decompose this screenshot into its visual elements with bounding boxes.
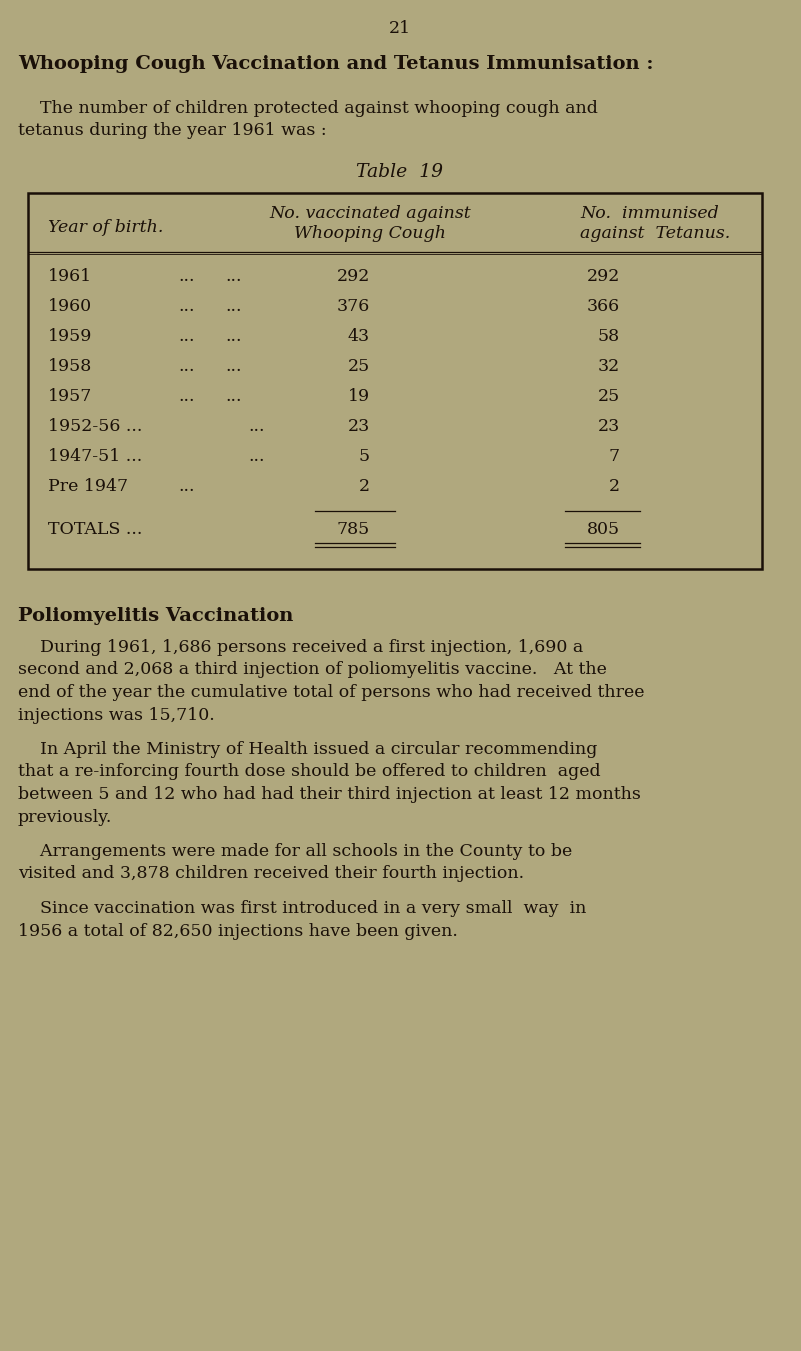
Text: The number of children protected against whooping cough and: The number of children protected against… (18, 100, 598, 118)
Text: 21: 21 (389, 20, 411, 36)
Text: ...: ... (178, 328, 195, 345)
Text: tetanus during the year 1961 was :: tetanus during the year 1961 was : (18, 122, 327, 139)
Text: second and 2,068 a third injection of poliomyelitis vaccine.   At the: second and 2,068 a third injection of po… (18, 662, 607, 678)
Text: Whooping Cough Vaccination and Tetanus Immunisation :: Whooping Cough Vaccination and Tetanus I… (18, 55, 654, 73)
Text: ...: ... (178, 299, 195, 315)
Text: 43: 43 (348, 328, 370, 345)
Text: ...: ... (225, 388, 241, 405)
Text: 1959: 1959 (48, 328, 92, 345)
Text: injections was 15,710.: injections was 15,710. (18, 707, 215, 724)
Text: ...: ... (225, 299, 241, 315)
Text: Arrangements were made for all schools in the County to be: Arrangements were made for all schools i… (18, 843, 572, 861)
Text: 25: 25 (348, 358, 370, 376)
Text: 1952-56 ...: 1952-56 ... (48, 417, 143, 435)
Text: against  Tetanus.: against Tetanus. (580, 226, 731, 242)
Text: ...: ... (178, 388, 195, 405)
Text: 2: 2 (359, 478, 370, 494)
Text: No. vaccinated against: No. vaccinated against (269, 205, 471, 222)
Text: 292: 292 (586, 267, 620, 285)
Text: 2: 2 (609, 478, 620, 494)
Text: 58: 58 (598, 328, 620, 345)
Text: ...: ... (248, 449, 264, 465)
Text: 1956 a total of 82,650 injections have been given.: 1956 a total of 82,650 injections have b… (18, 923, 458, 939)
Text: In April the Ministry of Health issued a circular recommending: In April the Ministry of Health issued a… (18, 740, 598, 758)
Text: ...: ... (178, 358, 195, 376)
Text: 292: 292 (336, 267, 370, 285)
Text: 25: 25 (598, 388, 620, 405)
Text: 1957: 1957 (48, 388, 92, 405)
Text: Whooping Cough: Whooping Cough (294, 226, 446, 242)
Text: between 5 and 12 who had had their third injection at least 12 months: between 5 and 12 who had had their third… (18, 786, 641, 802)
Text: 1947-51 ...: 1947-51 ... (48, 449, 143, 465)
Text: During 1961, 1,686 persons received a first injection, 1,690 a: During 1961, 1,686 persons received a fi… (18, 639, 583, 657)
Text: ...: ... (178, 267, 195, 285)
Text: ...: ... (248, 417, 264, 435)
Text: TOTALS ...: TOTALS ... (48, 521, 143, 538)
Text: No.  immunised: No. immunised (580, 205, 718, 222)
Text: Table  19: Table 19 (356, 163, 444, 181)
Text: end of the year the cumulative total of persons who had received three: end of the year the cumulative total of … (18, 684, 645, 701)
Text: 5: 5 (359, 449, 370, 465)
Text: 23: 23 (348, 417, 370, 435)
Text: Since vaccination was first introduced in a very small  way  in: Since vaccination was first introduced i… (18, 900, 586, 917)
Text: Poliomyelitis Vaccination: Poliomyelitis Vaccination (18, 607, 293, 626)
Text: ...: ... (225, 267, 241, 285)
Text: 23: 23 (598, 417, 620, 435)
Text: Pre 1947: Pre 1947 (48, 478, 128, 494)
Text: 366: 366 (587, 299, 620, 315)
Text: 19: 19 (348, 388, 370, 405)
Text: 785: 785 (336, 521, 370, 538)
Text: visited and 3,878 children received their fourth injection.: visited and 3,878 children received thei… (18, 866, 524, 882)
Text: 805: 805 (587, 521, 620, 538)
Text: 1960: 1960 (48, 299, 92, 315)
Text: 376: 376 (336, 299, 370, 315)
Text: previously.: previously. (18, 808, 112, 825)
Text: Year of birth.: Year of birth. (48, 219, 163, 236)
Text: that a re-inforcing fourth dose should be offered to children  aged: that a re-inforcing fourth dose should b… (18, 763, 601, 781)
Text: 7: 7 (609, 449, 620, 465)
Text: ...: ... (225, 358, 241, 376)
Text: 32: 32 (598, 358, 620, 376)
Text: ...: ... (178, 478, 195, 494)
Text: ...: ... (225, 328, 241, 345)
Text: 1958: 1958 (48, 358, 92, 376)
Bar (28, 193, 762, 569)
Text: 1961: 1961 (48, 267, 92, 285)
